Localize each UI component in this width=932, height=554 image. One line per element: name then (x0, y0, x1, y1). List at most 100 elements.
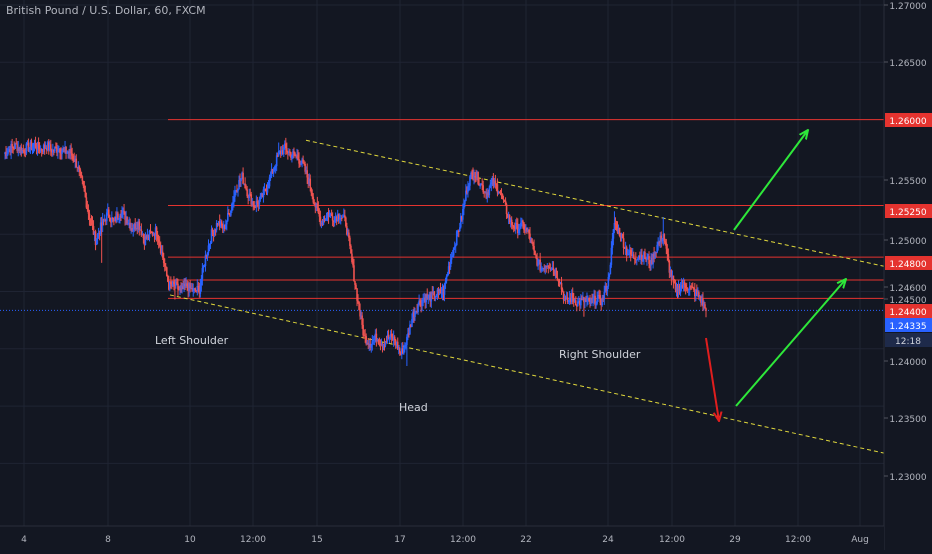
price-tick-label: 1.25000 (889, 237, 926, 247)
candle-body (8, 149, 10, 151)
candle-body (598, 294, 600, 296)
candle-body (507, 215, 510, 218)
candle-body (132, 229, 135, 232)
level-badge (885, 304, 932, 318)
candle-body (13, 148, 15, 150)
candle-body (50, 144, 52, 150)
candle-body (502, 198, 505, 200)
candle-body (573, 300, 576, 302)
candle-body (164, 266, 167, 268)
candle-body (364, 335, 366, 337)
candle-body (464, 200, 466, 205)
time-tick-label: 17 (394, 535, 405, 545)
candle-body (153, 233, 156, 237)
candle-body (151, 232, 154, 236)
candle-body (648, 256, 650, 264)
candle-body (483, 192, 486, 194)
time-tick-label: 10 (184, 535, 196, 545)
candle-body (612, 229, 615, 239)
candle-body (187, 286, 189, 292)
candle-body (343, 215, 345, 217)
candle-body (298, 158, 300, 164)
candle-body (509, 219, 512, 222)
candle-body (376, 339, 379, 342)
price-axis (884, 0, 932, 550)
level-badge (885, 204, 932, 218)
candle-body (288, 151, 290, 153)
candle-body (272, 169, 275, 174)
candle-body (504, 200, 507, 205)
candle-body (638, 255, 640, 259)
candle-body (500, 194, 503, 196)
candle-body (62, 148, 64, 151)
candle-body (276, 155, 279, 157)
candle-body (22, 149, 25, 151)
candle-body (163, 263, 166, 267)
candle-body (106, 209, 109, 213)
candle-body (432, 291, 435, 294)
candle-body (78, 166, 81, 170)
candle-body (197, 286, 200, 288)
candle-body (365, 336, 367, 345)
candle-body (237, 189, 239, 192)
candle-body (39, 148, 42, 152)
candle-body (327, 212, 330, 218)
candle-body (478, 183, 480, 186)
candle-body (195, 290, 198, 292)
candle-body (584, 299, 586, 303)
candle-body (418, 300, 420, 306)
candle-body (498, 192, 501, 194)
price-tick-label: 1.24400 (889, 308, 926, 318)
price-tick-label: 1.27000 (889, 2, 926, 12)
candle-body (341, 216, 344, 219)
candle-body (579, 300, 581, 306)
candle-body (159, 245, 162, 254)
candle-body (40, 148, 43, 151)
candle-body (377, 339, 380, 344)
candle-body (515, 223, 518, 225)
candle-body (273, 167, 276, 170)
candle-body (27, 142, 30, 152)
candle-body (691, 286, 694, 289)
candle-body (222, 225, 225, 229)
candle-body (675, 286, 678, 290)
candle-body (624, 247, 627, 249)
candle-body (348, 232, 350, 238)
candle-body (198, 287, 201, 294)
candle-body (256, 201, 259, 203)
candle-body (409, 324, 411, 335)
candle-body (112, 217, 114, 220)
candle-body (700, 296, 702, 303)
candle-body (25, 143, 28, 154)
candle-body (401, 348, 403, 355)
candle-body (602, 297, 605, 300)
candle-body (285, 143, 287, 149)
candle-body (623, 247, 626, 249)
candle-body (268, 177, 271, 187)
candle-body (314, 203, 317, 208)
candle-body (512, 225, 515, 229)
candle-body (205, 255, 208, 257)
candle-body (265, 191, 268, 193)
candle-body (91, 222, 94, 227)
candle-body (399, 352, 402, 355)
candle-body (627, 254, 630, 256)
candle-body (282, 147, 285, 154)
candle-body (325, 214, 328, 220)
candle-body (221, 225, 224, 229)
pattern-label: Right Shoulder (559, 348, 641, 361)
candle-body (346, 226, 348, 235)
candle-body (308, 178, 311, 185)
candle-body (660, 235, 663, 242)
candle-body (391, 336, 394, 341)
candle-body (518, 229, 520, 234)
candle-body (560, 282, 563, 290)
candle-body (260, 193, 263, 196)
candle-body (23, 150, 26, 153)
candle-body (176, 281, 178, 284)
candle-body (522, 220, 524, 223)
candle-body (24, 152, 27, 154)
candle-body (542, 267, 545, 269)
candle-body (340, 218, 343, 220)
